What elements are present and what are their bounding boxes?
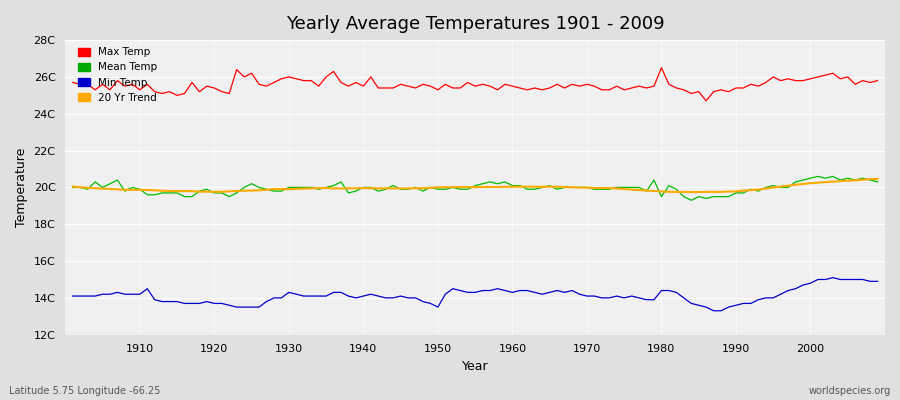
- Min Temp: [827, 275, 838, 280]
- Line: Max Temp: Max Temp: [73, 68, 878, 101]
- Max Temp: [701, 98, 712, 103]
- X-axis label: Year: Year: [462, 360, 489, 373]
- Max Temp: [872, 78, 883, 83]
- 20 Yr Trend: [336, 186, 346, 191]
- Min Temp: [127, 292, 138, 297]
- Max Temp: [291, 76, 302, 81]
- Min Temp: [597, 296, 608, 300]
- Mean Temp: [597, 187, 608, 192]
- 20 Yr Trend: [127, 188, 138, 192]
- Min Temp: [336, 290, 346, 295]
- Mean Temp: [872, 180, 883, 184]
- Min Temp: [708, 308, 719, 313]
- Mean Temp: [500, 180, 510, 184]
- Text: worldspecies.org: worldspecies.org: [809, 386, 891, 396]
- Legend: Max Temp, Mean Temp, Min Temp, 20 Yr Trend: Max Temp, Mean Temp, Min Temp, 20 Yr Tre…: [74, 43, 162, 107]
- Title: Yearly Average Temperatures 1901 - 2009: Yearly Average Temperatures 1901 - 2009: [286, 15, 664, 33]
- Max Temp: [597, 88, 608, 92]
- Text: Latitude 5.75 Longitude -66.25: Latitude 5.75 Longitude -66.25: [9, 386, 160, 396]
- Line: Mean Temp: Mean Temp: [73, 176, 878, 200]
- 20 Yr Trend: [686, 190, 697, 194]
- Mean Temp: [336, 180, 346, 184]
- Mean Temp: [68, 185, 78, 190]
- 20 Yr Trend: [68, 184, 78, 189]
- 20 Yr Trend: [500, 184, 510, 189]
- 20 Yr Trend: [291, 186, 302, 191]
- Mean Temp: [507, 183, 517, 188]
- Mean Temp: [813, 174, 824, 179]
- Min Temp: [500, 288, 510, 293]
- Y-axis label: Temperature: Temperature: [15, 148, 28, 227]
- Mean Temp: [291, 185, 302, 190]
- Min Temp: [68, 294, 78, 298]
- Max Temp: [507, 84, 517, 88]
- Max Temp: [656, 65, 667, 70]
- Max Temp: [500, 82, 510, 87]
- Min Temp: [872, 279, 883, 284]
- Max Temp: [336, 80, 346, 85]
- Line: 20 Yr Trend: 20 Yr Trend: [73, 179, 878, 192]
- 20 Yr Trend: [872, 176, 883, 181]
- Min Temp: [507, 290, 517, 295]
- Max Temp: [127, 82, 138, 87]
- 20 Yr Trend: [507, 184, 517, 189]
- Min Temp: [291, 292, 302, 297]
- Max Temp: [68, 80, 78, 85]
- 20 Yr Trend: [597, 186, 608, 190]
- Line: Min Temp: Min Temp: [73, 278, 878, 311]
- Mean Temp: [686, 198, 697, 203]
- Mean Temp: [127, 185, 138, 190]
